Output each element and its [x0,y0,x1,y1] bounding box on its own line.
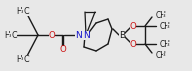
Text: H: H [4,31,10,39]
Text: ₃: ₃ [21,9,23,13]
Text: B: B [119,31,125,39]
Text: H: H [16,55,22,63]
Text: H: H [16,7,22,15]
Text: C: C [11,31,17,39]
Text: C: C [23,55,29,63]
Text: CH: CH [160,39,171,48]
Text: ₃: ₃ [167,24,170,28]
Text: CH: CH [156,50,167,59]
Text: CH: CH [160,22,171,31]
Text: O: O [60,46,66,55]
Text: CH: CH [156,11,167,20]
Text: O: O [130,22,136,31]
Text: ₃: ₃ [163,52,166,58]
Text: O: O [130,39,136,48]
Text: N: N [83,31,89,39]
Text: N: N [75,31,81,39]
Text: ₃: ₃ [9,33,11,37]
Text: C: C [23,7,29,15]
Text: ₃: ₃ [163,12,166,17]
Text: O: O [49,31,55,39]
Text: ₃: ₃ [21,57,23,61]
Text: ₃: ₃ [167,42,170,47]
